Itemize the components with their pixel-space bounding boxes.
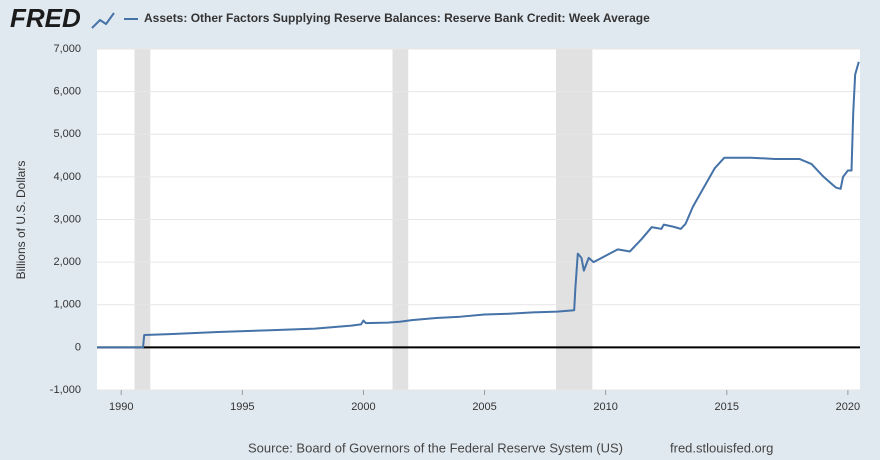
y-tick-label: 5,000 xyxy=(53,128,81,140)
y-tick-label: 6,000 xyxy=(53,86,81,98)
y-tick-label: 0 xyxy=(75,341,81,353)
source: Source: Board of Governors of the Federa… xyxy=(248,440,623,455)
y-axis-title: Billions of U.S. Dollars xyxy=(14,161,28,280)
source-url: fred.stlouisfed.org xyxy=(670,440,773,455)
legend-label: Assets: Other Factors Supplying Reserve … xyxy=(144,11,650,25)
y-tick-label: 1,000 xyxy=(53,299,81,311)
x-tick-label: 1995 xyxy=(230,401,254,413)
y-tick-label: 7,000 xyxy=(53,43,81,55)
x-tick-label: 2010 xyxy=(593,401,617,413)
data-line xyxy=(97,61,860,349)
x-tick-label: 2000 xyxy=(351,401,375,413)
logo-icon xyxy=(91,12,115,29)
x-tick-label: 2020 xyxy=(836,401,860,413)
x-tick-label: 2005 xyxy=(472,401,496,413)
y-tick-label: 4,000 xyxy=(53,171,81,183)
y-tick-label: 2,000 xyxy=(53,256,81,268)
y-tick-label: 3,000 xyxy=(53,213,81,225)
x-tick-label: 1990 xyxy=(109,401,133,413)
x-tick-label: 2015 xyxy=(715,401,739,413)
y-tick-label: -1,000 xyxy=(50,384,81,396)
logo: FRED xyxy=(10,3,81,33)
